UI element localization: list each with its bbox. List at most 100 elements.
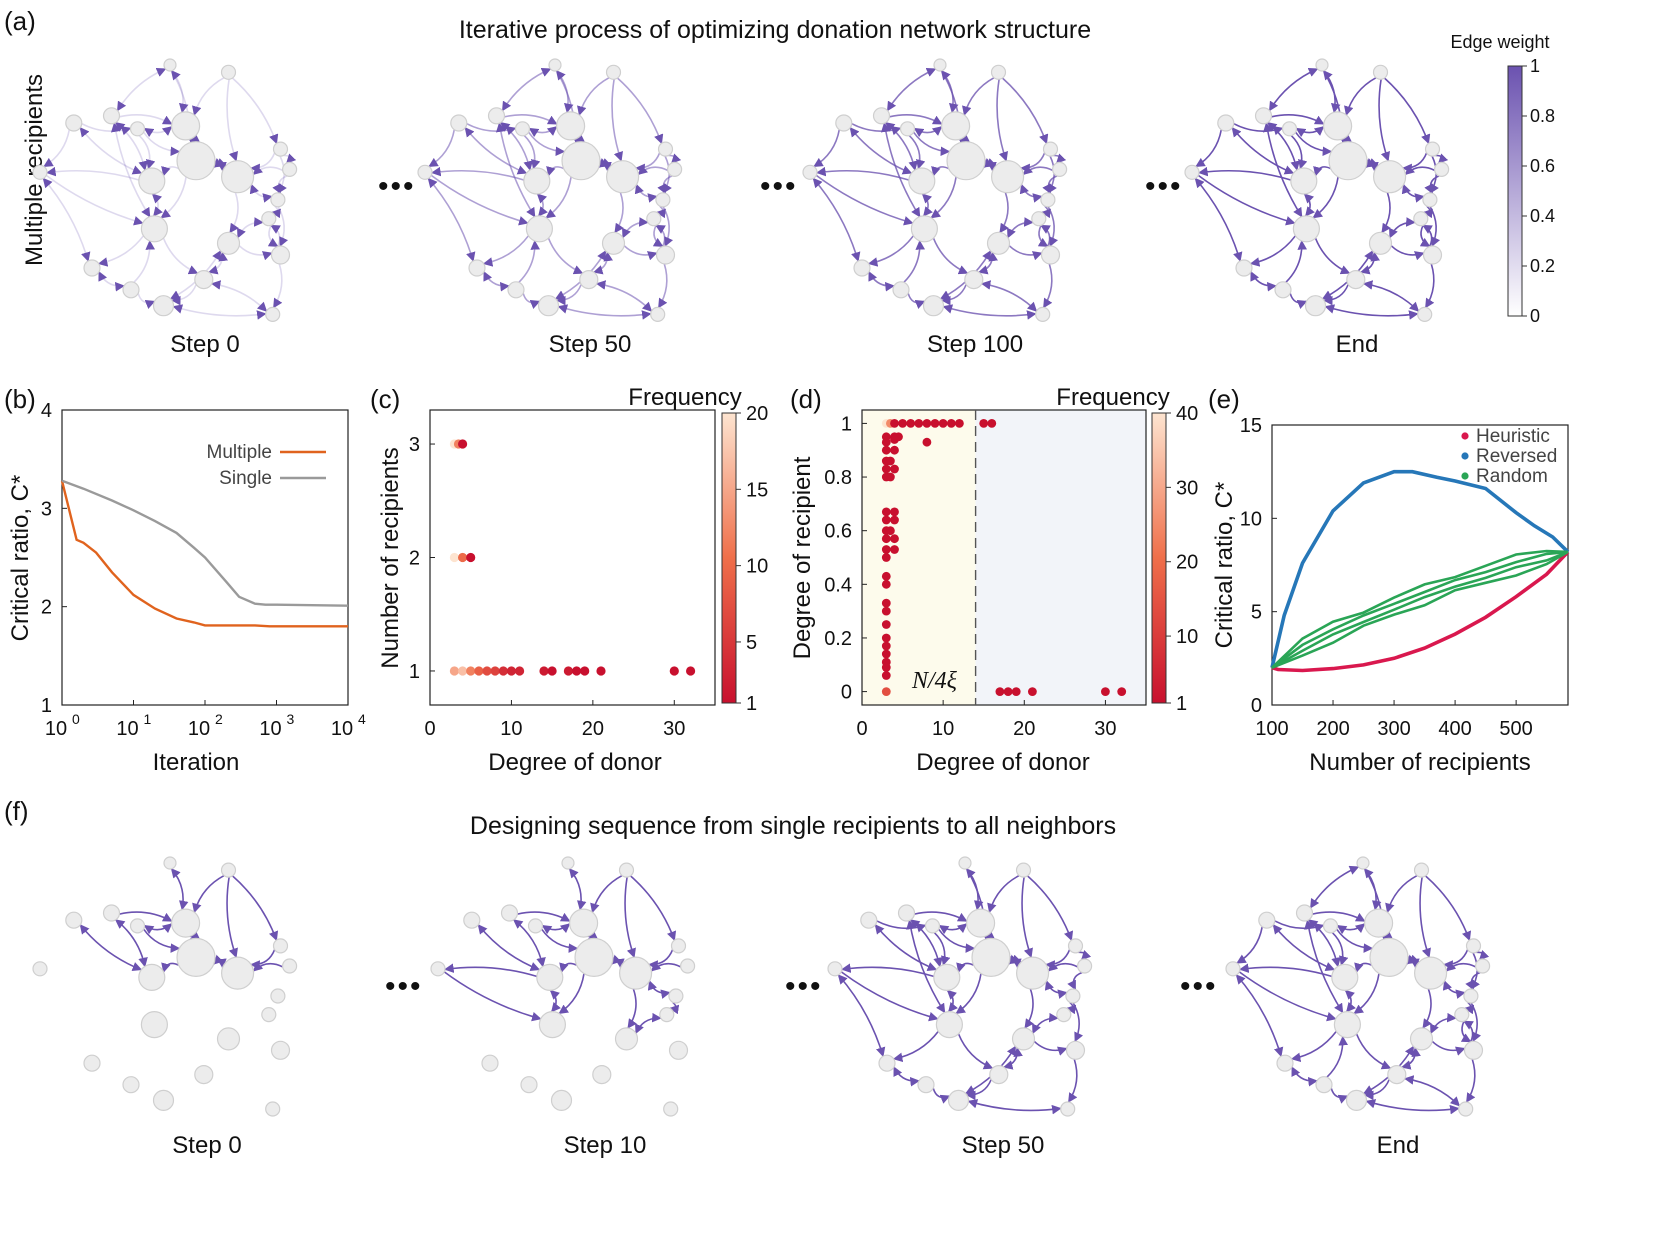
net-a-1-edge <box>652 225 664 248</box>
net-a-0-node <box>65 114 83 132</box>
data-point <box>1101 687 1110 696</box>
net-a-1-edge <box>655 205 666 219</box>
net-f-1-edge <box>650 961 682 972</box>
net-f-3-edge <box>1330 1087 1349 1104</box>
net-f-1-node <box>679 958 696 974</box>
legend-reversed-label: Reversed <box>1476 446 1557 467</box>
net-f-2-edge <box>967 1099 1062 1115</box>
net-f-0-node <box>152 1089 175 1112</box>
net-a-2-edge <box>851 122 902 136</box>
net-f-1-edge <box>517 911 571 922</box>
net-a-1-edge <box>614 192 624 234</box>
net-a-1-edge <box>547 237 584 275</box>
panel-d: (d) 0 10 20 30 0 0.2 0.4 0.6 0.8 1 N/4ξ Degree of… <box>789 384 1198 776</box>
net-f-0-edge <box>79 924 143 972</box>
x-tick-label: 10 <box>188 718 210 740</box>
net-a-3-edge <box>1422 224 1433 247</box>
net-a-2-node <box>990 64 1007 80</box>
panel-d-plot-area <box>861 409 1147 706</box>
net-a-3-node <box>1433 161 1450 177</box>
net-a-1-edge <box>555 284 582 306</box>
net-a-2-edge <box>815 174 914 226</box>
net-a-3-edge <box>1271 114 1325 125</box>
net-a-1-edge <box>545 176 572 219</box>
colorbar-tick-label: 10 <box>746 556 768 578</box>
data-point <box>881 687 891 696</box>
y-tick-label: 5 <box>1251 602 1262 624</box>
net-f-3-edge <box>1304 919 1344 1014</box>
net-f-1-edge <box>558 973 585 1015</box>
net-a-1-edge <box>546 166 565 177</box>
net-a-0-edge <box>238 245 273 261</box>
net-a-0-node <box>129 121 146 137</box>
net-a-3-node <box>1184 164 1200 180</box>
net-a-3-node <box>1372 64 1389 80</box>
network-row-a <box>32 58 1450 322</box>
net-a-1-edge <box>427 177 476 262</box>
colorbar-tick-label: 20 <box>746 403 768 425</box>
net-a-2-edge <box>962 76 995 116</box>
net-a-0-edge <box>277 155 287 194</box>
net-a-3-node <box>1346 270 1366 290</box>
net-a-0-node <box>138 167 166 195</box>
net-a-0-node <box>282 161 298 177</box>
net-a-1-edge <box>504 114 558 125</box>
net-a-0-edge <box>250 152 276 174</box>
net-f-0-node <box>216 1027 241 1051</box>
net-f-3-edge <box>1290 1030 1337 1063</box>
colorbar-tick-label: 0.8 <box>1530 106 1555 126</box>
net-f-2-node <box>827 961 843 977</box>
edge-weight-colorbar-title: Edge weight <box>1450 32 1549 52</box>
net-f-1-edge <box>443 971 542 1022</box>
net-f-1-node <box>568 908 599 938</box>
net-f-0-node <box>194 1064 214 1085</box>
net-a-3-edge <box>1197 174 1296 226</box>
net-a-3-edge <box>1424 263 1435 309</box>
net-f-3-node <box>1369 937 1409 978</box>
net-a-3-node <box>1322 111 1353 141</box>
net-a-1-edge <box>528 126 558 138</box>
net-a-0-node <box>140 215 168 243</box>
net-a-0-edge <box>229 192 239 234</box>
net-f-0-edge <box>226 876 238 959</box>
net-f-0-node <box>140 1010 168 1039</box>
net-a-2-edge <box>1037 225 1049 248</box>
panel-d-colorbar <box>1151 412 1167 704</box>
net-f-1-node <box>618 862 635 878</box>
data-point <box>890 545 899 554</box>
net-a-0-edge <box>46 166 140 181</box>
panel-d-colorbar-ticks: 1 10 20 30 40 <box>1166 403 1198 715</box>
net-a-2-node <box>1042 141 1059 157</box>
data-point <box>596 666 606 676</box>
net-a-2-edge <box>913 126 943 138</box>
net-a-3-edge <box>1250 271 1277 292</box>
net-a-0-edge <box>277 206 289 247</box>
panel-e-chart: 100 200 300 400 500 0 5 10 15 HeuristicReversedRa… <box>1240 415 1570 740</box>
net-a-2-node <box>946 141 986 181</box>
net-f-3-edge <box>1406 954 1420 969</box>
net-a-0-edge <box>270 224 281 247</box>
net-f-1-node <box>536 963 564 992</box>
net-f-0-edge <box>119 911 173 922</box>
net-f-3-edge <box>1424 875 1472 942</box>
net-f-0-node <box>270 1040 291 1060</box>
panel-c-colorbar-title: Frequency <box>628 384 741 411</box>
net-a-2-edge <box>908 135 926 170</box>
net-f-2-edge <box>1067 971 1083 991</box>
net-f-1-node <box>668 988 684 1004</box>
x-tick-label: 10 <box>116 718 138 740</box>
net-f-1-node <box>670 938 687 954</box>
net-a-2-edge <box>977 251 998 275</box>
net-a-0-edge <box>162 237 199 275</box>
net-f-0-node <box>138 963 166 992</box>
net-a-3-edge <box>1312 176 1339 219</box>
net-f-3-edge <box>1336 923 1366 935</box>
net-a-1-node <box>650 306 666 322</box>
net-f-1-edge <box>635 1012 662 1035</box>
net-a-0-edge <box>43 129 71 168</box>
net-a-2-edge <box>1042 263 1053 309</box>
net-a-0-edge <box>142 131 181 157</box>
series-heuristic-line <box>1271 550 1570 673</box>
